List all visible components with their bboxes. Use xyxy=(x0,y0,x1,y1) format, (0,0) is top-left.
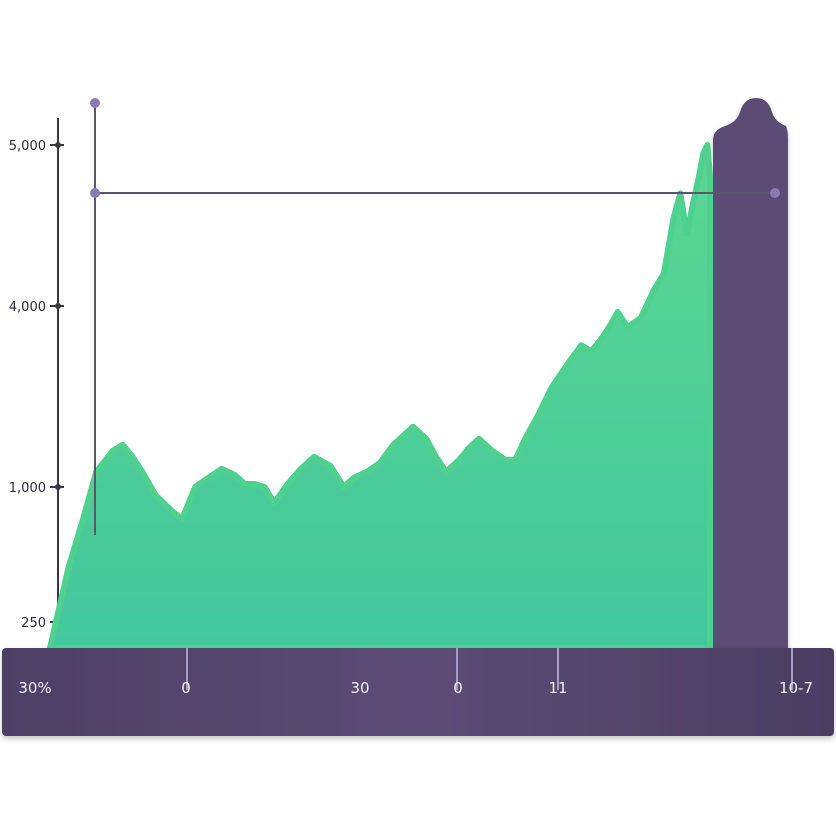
x-tick-label: 0 xyxy=(453,679,463,697)
x-tick-label: 10-7 xyxy=(779,679,813,697)
reference-left-marker xyxy=(90,188,100,198)
y-tick-label: 5,000 xyxy=(9,139,46,154)
x-axis-panel xyxy=(2,648,834,736)
x-axis-ticks: 30% 0 30 0 11 10-7 xyxy=(18,648,813,697)
reference-right-marker xyxy=(770,188,780,198)
y-axis-ticks: 5,000 4,000 1,000 250 xyxy=(9,139,64,631)
x-tick-label: 30 xyxy=(350,679,369,697)
series-area xyxy=(47,142,713,651)
x-tick-label: 0 xyxy=(181,679,191,697)
reference-top-marker xyxy=(90,98,100,108)
y-tick-dot xyxy=(55,142,61,148)
y-tick-label: 250 xyxy=(21,616,46,631)
y-tick-label: 1,000 xyxy=(9,481,46,496)
y-tick-dot xyxy=(55,484,61,490)
x-tick-label: 11 xyxy=(548,679,567,697)
x-tick-label: 30% xyxy=(18,679,51,697)
y-tick-dot xyxy=(55,303,61,309)
y-tick-label: 4,000 xyxy=(9,300,46,315)
right-bar-panel xyxy=(713,98,788,648)
